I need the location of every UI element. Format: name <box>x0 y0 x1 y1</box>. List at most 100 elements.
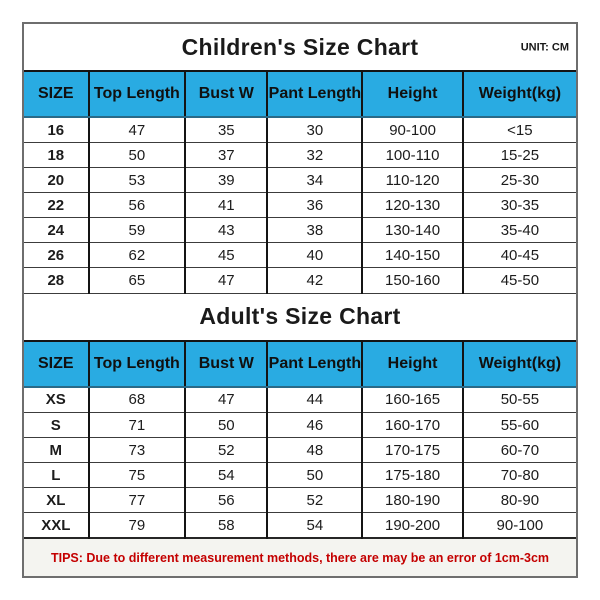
header-cell: Bust W <box>184 340 268 388</box>
data-cell: 47 <box>184 386 268 413</box>
header-cell: Height <box>361 71 463 119</box>
size-cell: 28 <box>24 267 89 294</box>
data-cell: 40-45 <box>461 242 576 268</box>
table-row: S 71 50 46 160-170 55-60 <box>24 412 576 438</box>
header-cell: Bust W <box>184 71 268 119</box>
data-cell: 53 <box>87 167 186 193</box>
data-cell: 52 <box>184 437 268 463</box>
header-cell: Weight(kg) <box>461 71 576 119</box>
data-cell: 71 <box>87 412 186 438</box>
data-cell: 58 <box>184 512 268 539</box>
children-chart-title: Children's Size Chart <box>181 33 419 60</box>
size-cell: L <box>24 462 89 488</box>
data-cell: 70-80 <box>461 462 576 488</box>
table-row: L 75 54 50 175-180 70-80 <box>24 462 576 488</box>
size-chart-sheet: Children's Size Chart UNIT: CM SIZE Top L… <box>22 22 578 578</box>
table-row: XXL 79 58 54 190-200 90-100 <box>24 512 576 539</box>
data-cell: 55-60 <box>461 412 576 438</box>
data-cell: 50-55 <box>461 386 576 413</box>
unit-label: UNIT: CM <box>520 41 569 54</box>
tips-text: TIPS: Due to different measurement metho… <box>24 537 576 576</box>
size-cell: 18 <box>24 142 89 168</box>
data-cell: 80-90 <box>461 487 576 513</box>
data-cell: 42 <box>266 267 363 294</box>
table-row: 26 62 45 40 140-150 40-45 <box>24 242 576 268</box>
header-cell: SIZE <box>24 71 89 119</box>
table-row: 24 59 43 38 130-140 35-40 <box>24 217 576 243</box>
adult-title-row: Adult's Size Chart <box>24 292 576 342</box>
data-cell: 30-35 <box>461 192 576 218</box>
size-cell: XS <box>24 386 89 413</box>
data-cell: 140-150 <box>361 242 463 268</box>
data-cell: 50 <box>87 142 186 168</box>
data-cell: 75 <box>87 462 186 488</box>
data-cell: 47 <box>184 267 268 294</box>
data-cell: 15-25 <box>461 142 576 168</box>
data-cell: 54 <box>266 512 363 539</box>
table-row: 20 53 39 34 110-120 25-30 <box>24 167 576 193</box>
adult-rows-section: XS 68 47 44 160-165 50-55 S 71 50 46 160-170 55-60 M… <box>24 386 576 539</box>
data-cell: 38 <box>266 217 363 243</box>
size-cell: 20 <box>24 167 89 193</box>
data-cell: 46 <box>266 412 363 438</box>
data-cell: 36 <box>266 192 363 218</box>
data-cell: 50 <box>266 462 363 488</box>
adult-header-row: SIZE Top Length Bust W Pant Length Height Wei… <box>24 340 576 388</box>
header-cell: Weight(kg) <box>461 340 576 388</box>
size-cell: 22 <box>24 192 89 218</box>
data-cell: 35-40 <box>461 217 576 243</box>
data-cell: 47 <box>87 117 186 143</box>
data-cell: 56 <box>87 192 186 218</box>
size-cell: M <box>24 437 89 463</box>
table-row: XL 77 56 52 180-190 80-90 <box>24 487 576 513</box>
data-cell: 160-170 <box>361 412 463 438</box>
data-cell: 45 <box>184 242 268 268</box>
size-chart-table: Children's Size Chart UNIT: CM SIZE Top L… <box>24 24 576 576</box>
data-cell: 77 <box>87 487 186 513</box>
adult-chart-title: Adult's Size Chart <box>199 303 401 330</box>
data-cell: 34 <box>266 167 363 193</box>
data-cell: 180-190 <box>361 487 463 513</box>
data-cell: 79 <box>87 512 186 539</box>
data-cell: 160-165 <box>361 386 463 413</box>
size-cell: 16 <box>24 117 89 143</box>
table-row: 16 47 35 30 90-100 <15 <box>24 117 576 143</box>
data-cell: 73 <box>87 437 186 463</box>
data-cell: 110-120 <box>361 167 463 193</box>
header-cell: Top Length <box>87 71 186 119</box>
size-cell: S <box>24 412 89 438</box>
data-cell: 60-70 <box>461 437 576 463</box>
data-cell: 48 <box>266 437 363 463</box>
table-row: 18 50 37 32 100-110 15-25 <box>24 142 576 168</box>
data-cell: 190-200 <box>361 512 463 539</box>
data-cell: 100-110 <box>361 142 463 168</box>
data-cell: 68 <box>87 386 186 413</box>
data-cell: 120-130 <box>361 192 463 218</box>
data-cell: 37 <box>184 142 268 168</box>
header-cell: Pant Length <box>266 71 363 119</box>
header-cell: Top Length <box>87 340 186 388</box>
size-cell: XL <box>24 487 89 513</box>
data-cell: 43 <box>184 217 268 243</box>
header-cell: Height <box>361 340 463 388</box>
data-cell: 35 <box>184 117 268 143</box>
table-row: XS 68 47 44 160-165 50-55 <box>24 386 576 413</box>
data-cell: 90-100 <box>461 512 576 539</box>
data-cell: 40 <box>266 242 363 268</box>
data-cell: 56 <box>184 487 268 513</box>
data-cell: 52 <box>266 487 363 513</box>
children-title-section: Children's Size Chart UNIT: CM SIZE Top L… <box>24 24 576 119</box>
children-title-row: Children's Size Chart UNIT: CM <box>24 24 576 73</box>
children-header-row: SIZE Top Length Bust W Pant Length Height Wei… <box>24 71 576 119</box>
data-cell: 59 <box>87 217 186 243</box>
data-cell: 32 <box>266 142 363 168</box>
header-cell: Pant Length <box>266 340 363 388</box>
data-cell: 41 <box>184 192 268 218</box>
data-cell: <15 <box>461 117 576 143</box>
size-cell: 24 <box>24 217 89 243</box>
data-cell: 90-100 <box>361 117 463 143</box>
data-cell: 130-140 <box>361 217 463 243</box>
data-cell: 54 <box>184 462 268 488</box>
children-rows-section: 16 47 35 30 90-100 <15 18 50 37 32 100-110 15-25 20 5… <box>24 117 576 294</box>
